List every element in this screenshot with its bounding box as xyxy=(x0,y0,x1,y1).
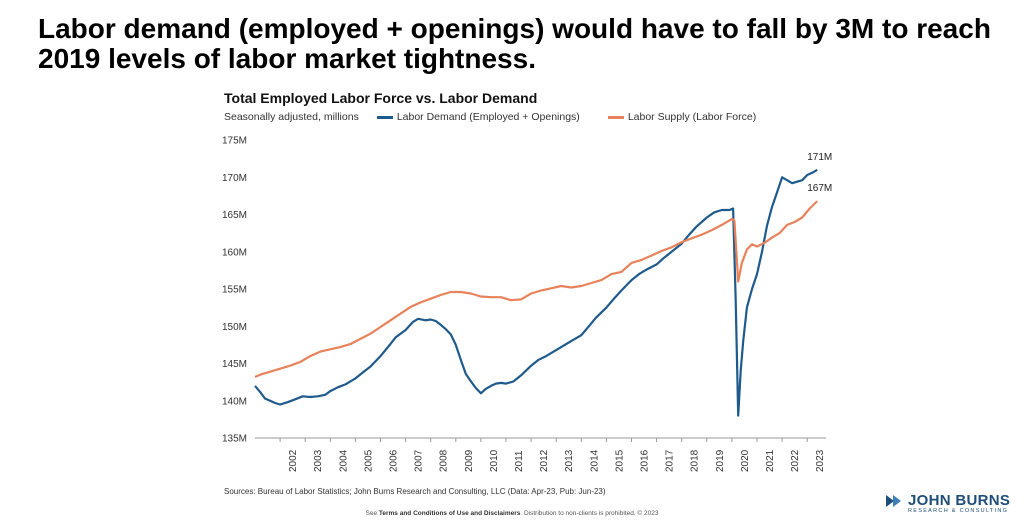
x-tick-label: 2020 xyxy=(740,449,751,472)
end-label-supply: 167M xyxy=(807,183,832,194)
series-line-labor-supply xyxy=(254,200,818,378)
x-tick-label: 2015 xyxy=(614,449,625,472)
y-tick-label: 140M xyxy=(222,396,247,407)
x-tick-label: 2014 xyxy=(589,449,600,472)
x-tick-label: 2023 xyxy=(815,449,826,472)
x-tick-label: 2021 xyxy=(765,449,776,472)
x-tick-label: 2016 xyxy=(640,449,651,472)
legend-label-demand: Labor Demand (Employed + Openings) xyxy=(396,111,580,123)
legend: Seasonally adjusted, millions Labor Dema… xyxy=(224,111,784,123)
y-tick-label: 170M xyxy=(222,173,247,184)
x-tick-label: 2009 xyxy=(464,449,475,472)
y-tick-label: 150M xyxy=(222,322,247,333)
x-tick-label: 2012 xyxy=(539,449,550,472)
chart-title: Total Employed Labor Force vs. Labor Dem… xyxy=(224,90,538,106)
y-tick-label: 160M xyxy=(222,247,247,258)
footer-suffix: . Distribution to non-clients is prohibi… xyxy=(520,510,659,517)
legend-item-demand: Labor Demand (Employed + Openings) xyxy=(376,111,580,123)
y-tick-label: 165M xyxy=(222,210,247,221)
end-label-demand: 171M xyxy=(807,152,832,163)
y-tick-label: 175M xyxy=(222,136,247,147)
legend-label-supply: Labor Supply (Labor Force) xyxy=(627,111,757,123)
legend-item-supply: Labor Supply (Labor Force) xyxy=(607,111,757,123)
logo-tagline: RESEARCH & CONSULTING xyxy=(908,508,1009,514)
x-tick-label: 2013 xyxy=(564,449,575,472)
y-tick-label: 145M xyxy=(222,359,247,370)
y-tick-label: 155M xyxy=(222,285,247,296)
headline: Labor demand (employed + openings) would… xyxy=(38,13,991,74)
logo-name: JOHN BURNS xyxy=(908,492,1011,509)
x-tick-label: 2002 xyxy=(288,449,299,472)
series-line-labor-demand xyxy=(254,168,818,417)
logo: JOHN BURNS RESEARCH & CONSULTING xyxy=(886,492,1016,514)
footer-prefix: See xyxy=(365,510,379,517)
x-tick-label: 2018 xyxy=(690,449,701,472)
x-tick-label: 2019 xyxy=(715,449,726,472)
x-tick-label: 2004 xyxy=(338,449,349,472)
terms-link[interactable]: Terms and Conditions of Use and Disclaim… xyxy=(378,510,521,517)
x-tick-label: 2022 xyxy=(790,449,801,472)
footer-note: See Terms and Conditions of Use and Disc… xyxy=(0,510,1024,517)
y-tick-label: 135M xyxy=(222,434,247,445)
legend-swatch-supply xyxy=(607,115,624,119)
x-tick-label: 2011 xyxy=(514,450,525,472)
x-tick-label: 2003 xyxy=(313,449,324,472)
x-tick-label: 2007 xyxy=(414,449,425,472)
sources-note: Sources: Bureau of Labor Statistics; Joh… xyxy=(224,487,606,496)
x-tick-label: 2008 xyxy=(439,449,450,472)
logo-mark-icon xyxy=(886,494,901,507)
legend-swatch-demand xyxy=(376,115,393,119)
chart-subtitle: Seasonally adjusted, millions xyxy=(224,111,359,123)
x-tick-label: 2017 xyxy=(665,449,676,472)
x-tick-label: 2010 xyxy=(489,449,500,472)
x-tick-label: 2006 xyxy=(389,449,400,472)
x-tick-label: 2005 xyxy=(363,449,374,472)
